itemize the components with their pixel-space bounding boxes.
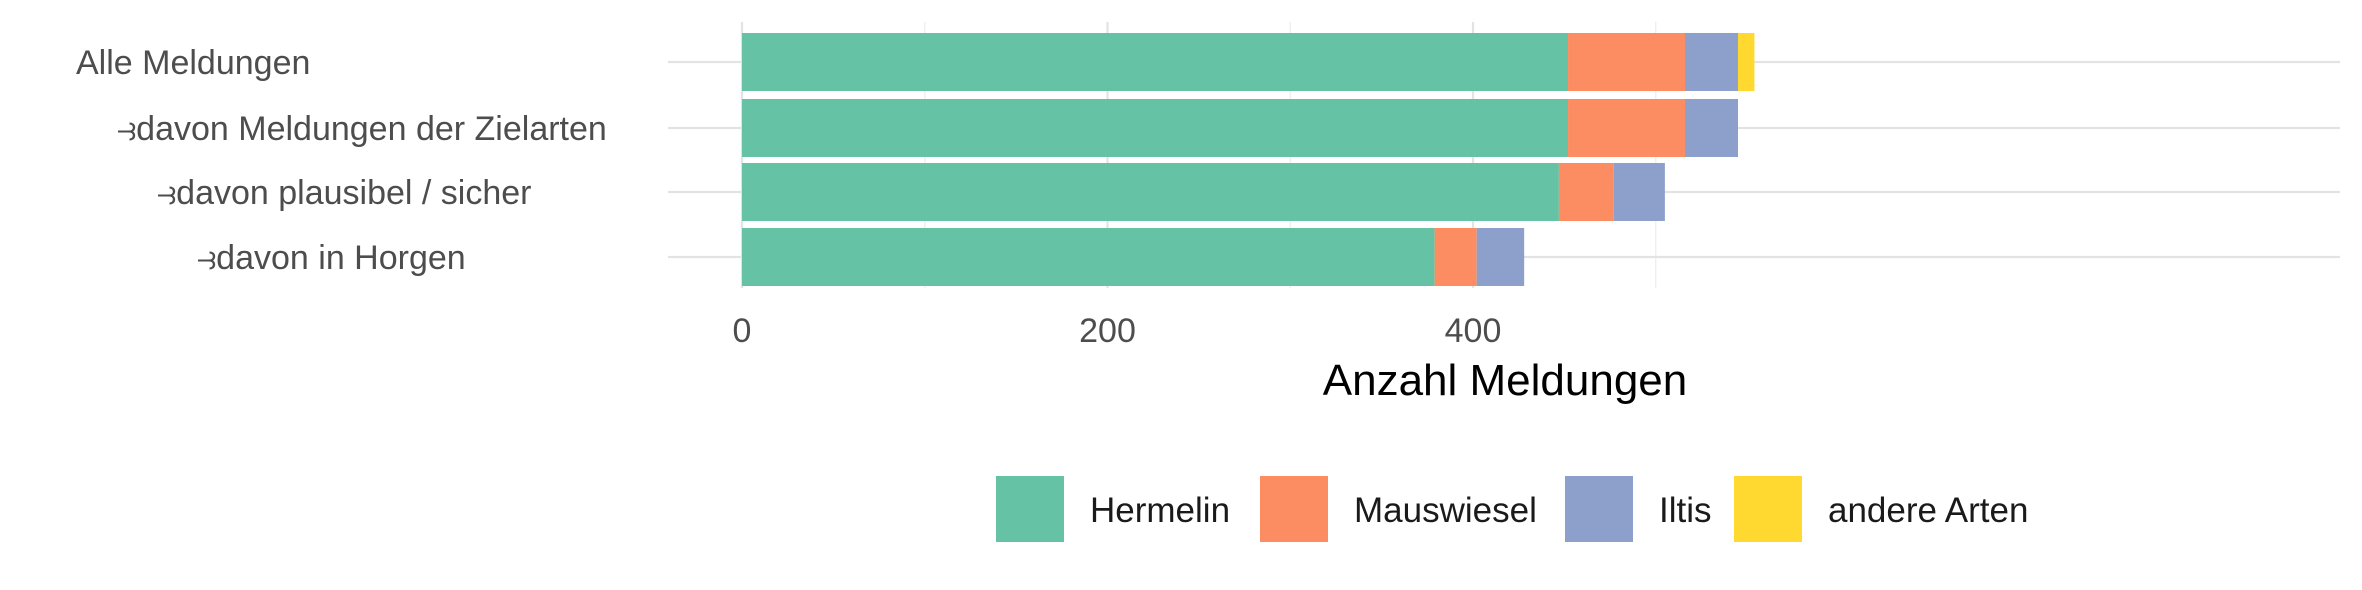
- legend-label-andere-arten: andere Arten: [1828, 491, 2028, 530]
- bar-hermelin-row-2: [742, 163, 1559, 221]
- bar-hermelin-row-1: [742, 99, 1569, 157]
- bar-mauswiesel-row-0: [1568, 33, 1685, 91]
- x-tick-label-400: 400: [1445, 312, 1502, 350]
- bar-iltis-row-3: [1476, 228, 1525, 286]
- x-axis-title: Anzahl Meldungen: [1323, 356, 1687, 405]
- bar-mauswiesel-row-3: [1434, 228, 1477, 286]
- x-tick-labels: 0 200 400: [733, 312, 1502, 350]
- bar-andere-arten-row-0: [1737, 33, 1755, 91]
- legend-label-mauswiesel: Mauswiesel: [1354, 491, 1537, 530]
- bar-iltis-row-2: [1613, 163, 1665, 221]
- x-tick-label-200: 200: [1079, 312, 1136, 350]
- legend-key-iltis: [1565, 476, 1633, 542]
- bar-mauswiesel-row-2: [1558, 163, 1614, 221]
- legend-key-andere-arten: [1734, 476, 1802, 542]
- bar-iltis-row-0: [1684, 33, 1738, 91]
- category-label-0: Alle Meldungen: [76, 44, 310, 82]
- bar-hermelin-row-0: [742, 33, 1569, 91]
- bars: [742, 33, 1755, 286]
- legend-key-hermelin: [996, 476, 1064, 542]
- category-label-1: ⥽davon Meldungen der Zielarten: [117, 110, 607, 148]
- legend-label-hermelin: Hermelin: [1090, 491, 1230, 530]
- bar-iltis-row-1: [1684, 99, 1738, 157]
- x-tick-label-0: 0: [733, 312, 752, 350]
- category-label-3: ⥽davon in Horgen: [197, 239, 466, 277]
- category-label-2: ⥽davon plausibel / sicher: [157, 174, 532, 212]
- bar-mauswiesel-row-1: [1568, 99, 1685, 157]
- bar-hermelin-row-3: [742, 228, 1435, 286]
- category-labels: Alle Meldungen ⥽davon Meldungen der Ziela…: [76, 44, 607, 277]
- legend-label-iltis: Iltis: [1659, 491, 1712, 530]
- legend: Hermelin Mauswiesel Iltis andere Arten: [996, 476, 2028, 542]
- legend-key-mauswiesel: [1260, 476, 1328, 542]
